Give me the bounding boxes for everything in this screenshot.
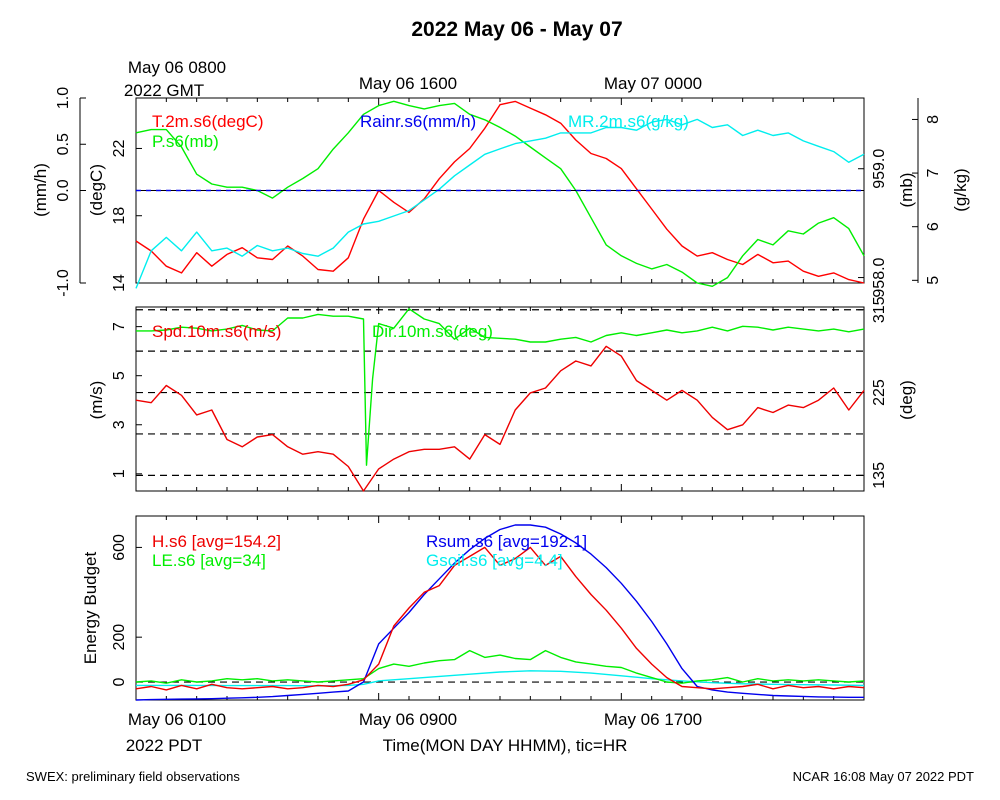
- y-tick-label-gkg: 5: [925, 276, 942, 285]
- legend-entry: Rainr.s6(mm/h): [360, 112, 476, 131]
- y-tick-label-degC: 14: [111, 274, 128, 292]
- series-line-energy: [135, 649, 865, 684]
- y-tick-label-gkg: 8: [925, 115, 942, 124]
- state-panel: 14 18 22 (degC) -1.0 0.0 0.5 1.0 (mm/h) 958.0 959.…: [31, 87, 970, 298]
- bottom-time-label: May 06 0100: [128, 710, 226, 729]
- y-axis-label-deg: (deg): [897, 380, 916, 420]
- y-tick-label-ms: 7: [111, 322, 128, 331]
- top-time-label: May 07 0000: [604, 74, 702, 93]
- y-axis-label-gkg: (g/kg): [951, 168, 970, 211]
- y-tick-label-mmh: 0.5: [55, 133, 72, 155]
- y-tick-label-gkg: 6: [925, 222, 942, 231]
- y-tick-label-gkg: 7: [925, 169, 942, 178]
- y-tick-label-ms: 5: [111, 371, 128, 380]
- y-tick-label-energy: 200: [111, 624, 128, 651]
- y-tick-label-ms: 3: [111, 420, 128, 429]
- y-tick-label-mb: 959.0: [871, 149, 888, 189]
- legend-entry: LE.s6 [avg=34]: [152, 551, 266, 570]
- legend-entry: Rsum.s6 [avg=192.1]: [426, 532, 587, 551]
- bottom-time-label: May 06 1700: [604, 710, 702, 729]
- legend-entry: T.2m.s6(degC): [152, 112, 263, 131]
- figure-title: 2022 May 06 - May 07: [411, 18, 622, 41]
- series-line-degC: [135, 100, 865, 284]
- y-tick-label-deg: 315: [871, 296, 888, 323]
- top-time-label: May 06 1600: [359, 74, 457, 93]
- legend-entry: P.s6(mb): [152, 132, 219, 151]
- y-tick-label-deg: 135: [871, 462, 888, 489]
- footer-left: SWEX: preliminary field observations: [26, 769, 240, 784]
- top-time-zone: 2022 GMT: [124, 81, 204, 100]
- bottom-time-label: May 06 0900: [359, 710, 457, 729]
- y-tick-label-mmh: -1.0: [55, 269, 72, 297]
- top-time-label: May 06 0800: [128, 58, 226, 77]
- bottom-time-zone: 2022 PDT: [126, 736, 203, 755]
- y-axis-label-ms: (m/s): [87, 381, 106, 420]
- y-tick-label-mmh: 1.0: [55, 87, 72, 109]
- series-line-spd: [135, 345, 865, 492]
- legend-entry: MR.2m.s6(g/kg): [568, 112, 689, 131]
- series-line-gkg: [135, 118, 865, 289]
- y-tick-label-mmh: 0.0: [55, 179, 72, 201]
- y-tick-label-ms: 1: [111, 469, 128, 478]
- y-tick-label-degC: 22: [111, 139, 128, 157]
- series-line-energy: [135, 524, 864, 701]
- series-line-dir: [136, 308, 865, 466]
- series-line-energy: [135, 546, 865, 691]
- y-tick-label-degC: 18: [111, 207, 128, 225]
- series-line-energy: [136, 670, 865, 687]
- y-axis-label-mb: (mb): [897, 173, 916, 208]
- energy-panel: 0 200 600 Energy Budget H.s6 [avg=154.2]LE.s…: [81, 515, 865, 701]
- legend-entry: Gsoil.s6 [avg=4.4]: [426, 551, 563, 570]
- legend-entry: Dir.10m.s6(deg): [372, 322, 493, 341]
- footer-right: NCAR 16:08 May 07 2022 PDT: [793, 769, 974, 784]
- y-axis-label-degC: (degC): [87, 164, 106, 216]
- legend-entry: Spd.10m.s6(m/s): [152, 322, 281, 341]
- y-tick-label-energy: 0: [111, 678, 128, 687]
- y-tick-label-mb: 958.0: [871, 257, 888, 297]
- legend-entry: H.s6 [avg=154.2]: [152, 532, 281, 551]
- y-axis-label-mmh: (mm/h): [31, 163, 50, 217]
- y-tick-label-deg: 225: [871, 379, 888, 406]
- y-tick-label-energy: 600: [111, 534, 128, 561]
- x-axis-label: Time(MON DAY HHMM), tic=HR: [383, 736, 628, 755]
- y-axis-label-energy: Energy Budget: [81, 551, 100, 664]
